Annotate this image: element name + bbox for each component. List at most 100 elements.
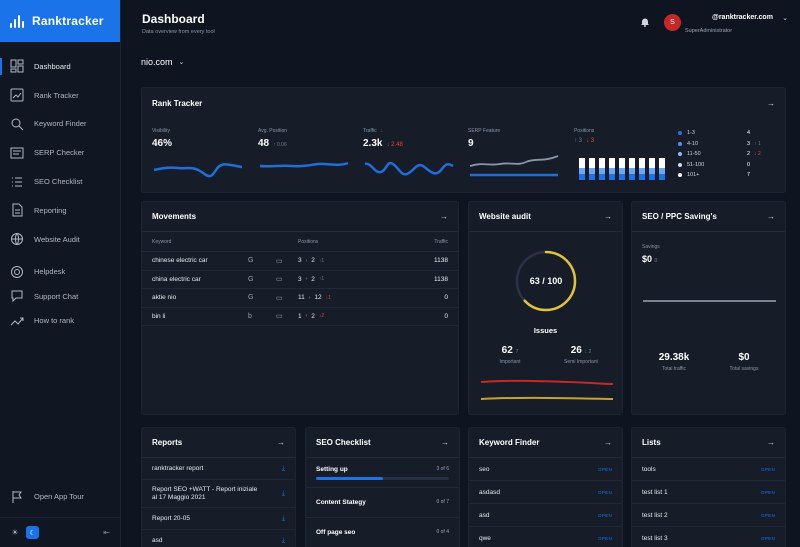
- list-item[interactable]: test list 2 OPEN: [632, 504, 785, 527]
- arrow-right-icon[interactable]: →: [440, 212, 448, 221]
- metric-avg-position[interactable]: Avg. Position 48 ↑ 0.06: [258, 128, 287, 149]
- arrow-right-icon[interactable]: →: [767, 98, 775, 108]
- open-link[interactable]: OPEN: [598, 466, 612, 472]
- open-link[interactable]: OPEN: [761, 466, 775, 472]
- dark-mode-icon[interactable]: ☾: [26, 526, 39, 539]
- open-link[interactable]: OPEN: [761, 512, 775, 518]
- open-link[interactable]: OPEN: [598, 489, 612, 495]
- reporting-icon: [12, 203, 23, 217]
- checklist-title: SEO Checklist: [316, 438, 371, 447]
- seo-ppc-savings-card: SEO / PPC Saving's → Savings $0 0 29.38k…: [631, 201, 786, 415]
- metric-serp-feature[interactable]: SERP Feature 9: [468, 128, 500, 149]
- arrow-right-icon[interactable]: →: [604, 438, 612, 447]
- download-icon[interactable]: ⤓: [281, 489, 285, 497]
- serp-feature-sparkline: [469, 155, 559, 177]
- brand-logo[interactable]: Ranktracker: [0, 0, 120, 42]
- column-keyword: Keyword: [152, 238, 172, 245]
- sidebar-item-website-audit[interactable]: Website Audit: [0, 225, 120, 254]
- metric-traffic[interactable]: Traffic ↓ 2.3k ↓ 2.48: [363, 128, 403, 149]
- metric-label: SERP Feature: [468, 128, 501, 134]
- open-app-tour-button[interactable]: Open App Tour: [0, 482, 120, 511]
- sidebar-item-how-to-rank[interactable]: How to rank: [0, 309, 120, 334]
- open-link[interactable]: OPEN: [598, 535, 612, 541]
- metric-label: Visibility: [152, 128, 170, 134]
- sidebar-item-dashboard[interactable]: Dashboard: [0, 52, 120, 81]
- lists-title: Lists: [642, 438, 661, 447]
- legend-dot: [678, 162, 682, 167]
- sidebar-item-label: Website Audit: [34, 234, 80, 244]
- table-row[interactable]: china electric car G ▭ 3 › 2 ↑1 1138: [142, 271, 458, 289]
- issues-important[interactable]: 62 7 Important: [499, 345, 521, 365]
- bell-icon[interactable]: [640, 17, 650, 27]
- serp-checker-icon: [10, 147, 24, 159]
- reports-card: Reports → ranktracker report ⤓ Report SEO…: [141, 427, 296, 547]
- sidebar-item-reporting[interactable]: Reporting: [0, 196, 120, 225]
- arrow-right-icon[interactable]: →: [767, 438, 775, 447]
- download-icon[interactable]: ⤓: [281, 464, 285, 472]
- seo-checklist-card: SEO Checklist → Setting up 3 of 6 Content…: [305, 427, 460, 547]
- metric-positions[interactable]: Positions ↑ 3 ↓ 3: [574, 128, 594, 144]
- sidebar-item-label: Support Chat: [34, 291, 79, 301]
- metric-label: Avg. Position: [258, 128, 288, 134]
- positions-up: ↑ 3: [574, 138, 583, 144]
- sidebar-item-label: Dashboard: [34, 61, 71, 71]
- download-icon[interactable]: ⤓: [281, 514, 285, 522]
- arrow-right-icon[interactable]: →: [441, 438, 449, 447]
- avatar[interactable]: S: [664, 14, 681, 31]
- list-item[interactable]: test list 3 OPEN: [632, 527, 785, 547]
- sidebar-item-serp-checker[interactable]: SERP Checker: [0, 138, 120, 167]
- light-mode-icon[interactable]: ☀: [11, 528, 19, 537]
- rank-tracker-title: Rank Tracker: [152, 98, 203, 108]
- visibility-sparkline: [153, 163, 243, 178]
- metric-delta: ↓ 2.48: [386, 142, 403, 148]
- open-link[interactable]: OPEN: [761, 535, 775, 541]
- project-selector[interactable]: nio.com ⌄: [141, 57, 184, 67]
- arrow-right-icon[interactable]: →: [277, 438, 285, 447]
- open-link[interactable]: OPEN: [598, 512, 612, 518]
- list-item[interactable]: Report SEO +WATT - Report iniziale al 17…: [142, 480, 295, 508]
- list-item[interactable]: ranktracker report ⤓: [142, 458, 295, 480]
- sidebar-item-seo-checklist[interactable]: SEO Checklist: [0, 167, 120, 196]
- table-row[interactable]: bin li b ▭ 1 › 2 ↓2 0: [142, 308, 458, 326]
- metric-value: 48: [258, 138, 270, 149]
- sidebar-item-label: How to rank: [34, 316, 75, 326]
- audit-score-gauge: [515, 250, 577, 312]
- arrow-right-icon[interactable]: →: [767, 212, 775, 221]
- list-item[interactable]: Report 20-05 ⤓: [142, 508, 295, 530]
- arrow-down-icon: ↓: [380, 128, 384, 134]
- metric-value: 2.3k: [363, 138, 383, 149]
- sidebar-item-support-chat[interactable]: Support Chat: [0, 284, 120, 309]
- legend-dot: [678, 141, 682, 146]
- list-item[interactable]: asdasd OPEN: [469, 481, 622, 504]
- list-item[interactable]: asd ⤓: [142, 530, 295, 547]
- table-row[interactable]: aktie nio G ▭ 11 › 12 ↓1 0: [142, 289, 458, 308]
- checklist-item[interactable]: Setting up 3 of 6: [306, 458, 459, 488]
- savings-line-chart: [643, 300, 776, 302]
- table-row[interactable]: chinese electric car G ▭ 3 › 2 ↑1 1138: [142, 252, 458, 271]
- list-item[interactable]: seo OPEN: [469, 458, 622, 481]
- chevron-down-icon[interactable]: ⌄: [782, 15, 788, 22]
- list-item[interactable]: asd OPEN: [469, 504, 622, 527]
- metric-visibility[interactable]: Visibility 46%: [152, 128, 172, 149]
- checklist-item[interactable]: Off page seo 0 of 4: [306, 518, 459, 547]
- list-item[interactable]: tools OPEN: [632, 458, 785, 481]
- checklist-icon: [12, 177, 22, 187]
- sidebar-item-keyword-finder[interactable]: Keyword Finder: [0, 110, 120, 139]
- checklist-item[interactable]: Content Stategy 0 of 7: [306, 488, 459, 518]
- chat-icon: [11, 290, 23, 303]
- column-positions: Positions: [298, 238, 319, 245]
- legend-row: 101+ 7: [678, 170, 782, 181]
- list-item[interactable]: qwe OPEN: [469, 527, 622, 547]
- sidebar-item-label: SERP Checker: [34, 148, 85, 158]
- arrow-right-icon[interactable]: →: [604, 212, 612, 221]
- issues-semi-important[interactable]: 26 ↓ 2 Semi Important: [564, 345, 598, 365]
- sidebar-item-helpdesk[interactable]: Helpdesk: [0, 260, 120, 285]
- list-item[interactable]: test list 1 OPEN: [632, 481, 785, 504]
- sidebar-item-rank-tracker[interactable]: Rank Tracker: [0, 81, 120, 110]
- desktop-icon: ▭: [276, 294, 283, 302]
- download-icon[interactable]: ⤓: [281, 536, 285, 544]
- user-email[interactable]: @ranktracker.com: [712, 14, 773, 21]
- collapse-sidebar-icon[interactable]: ⇤: [103, 528, 110, 537]
- open-link[interactable]: OPEN: [761, 489, 775, 495]
- movements-header: Keyword Positions Traffic: [142, 232, 458, 252]
